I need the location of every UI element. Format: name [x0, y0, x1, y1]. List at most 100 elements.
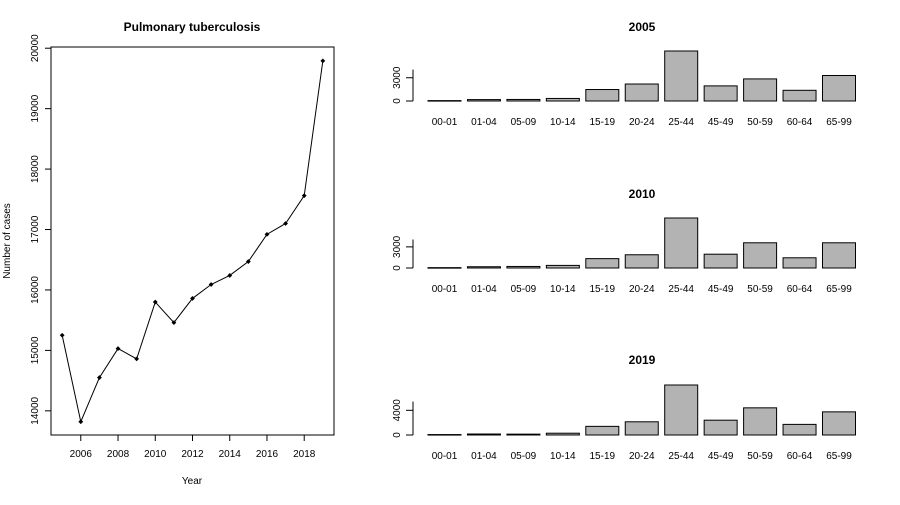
series-line [61, 60, 324, 424]
line-chart-title: Pulmonary tuberculosis [124, 20, 261, 34]
category-label: 60-64 [787, 451, 813, 462]
y-tick-label: 3000 [392, 235, 403, 258]
bar [624, 421, 659, 436]
y-tick-label: 14000 [30, 396, 41, 424]
category-label: 20-24 [629, 451, 655, 462]
bar [664, 217, 699, 269]
bar [545, 264, 580, 269]
plot-frame [50, 46, 335, 436]
bars: 00-01 01-04 05-09 10-14 15-19 20-24 25-44 45-49… [392, 217, 856, 295]
x-axis-ticks: 2006 2008 2010 2012 2014 2016 2018 [70, 435, 316, 460]
bar [585, 258, 620, 269]
bar [624, 83, 659, 102]
bar [664, 384, 699, 436]
line-series [59, 58, 326, 425]
bar [466, 266, 501, 269]
data-point [78, 419, 84, 425]
data-point [97, 375, 102, 380]
data-point [227, 273, 233, 278]
category-label: 01-04 [471, 117, 497, 128]
y-tick-label: 16000 [30, 276, 41, 304]
bar [703, 253, 738, 269]
bar [822, 74, 856, 102]
x-tick-label: 2006 [70, 449, 93, 460]
category-label: 05-09 [511, 451, 537, 462]
x-tick-label: 2018 [293, 449, 316, 460]
data-point [245, 259, 251, 264]
data-point [208, 282, 214, 287]
bar-chart-2019: 2019 00-01 01-04 05-09 10-14 15-19 20-24 25-44… [392, 353, 856, 462]
x-tick-label: 2014 [219, 449, 242, 460]
bar [506, 265, 541, 269]
bar [822, 242, 856, 269]
category-label: 60-64 [787, 117, 813, 128]
bar [427, 267, 462, 269]
bar [427, 434, 462, 436]
category-label: 01-04 [471, 451, 497, 462]
data-point [171, 320, 177, 325]
category-label: 25-44 [668, 451, 694, 462]
bar [822, 411, 856, 436]
category-label: 01-04 [471, 284, 497, 295]
bar [466, 433, 501, 436]
category-label: 25-44 [668, 117, 694, 128]
y-tick-label: 0 [392, 432, 403, 438]
data-point [152, 299, 158, 305]
bar [624, 254, 659, 269]
bars: 00-01 01-04 05-09 10-14 15-19 20-24 25-44 45-49… [392, 50, 856, 128]
data-point [59, 332, 65, 338]
bar-chart-title: 2010 [629, 187, 656, 201]
data-point [190, 296, 195, 301]
bar [782, 257, 817, 269]
category-label: 20-24 [629, 284, 655, 295]
data-point [134, 356, 140, 362]
category-label: 65-99 [826, 117, 852, 128]
category-label: 15-19 [590, 451, 616, 462]
x-tick-label: 2012 [181, 449, 204, 460]
data-point [283, 221, 288, 226]
category-label: 10-14 [550, 451, 576, 462]
category-label: 10-14 [550, 117, 576, 128]
y-tick-label: 20000 [30, 34, 41, 62]
category-label: 15-19 [590, 284, 616, 295]
category-label: 00-01 [432, 117, 458, 128]
category-label: 00-01 [432, 451, 458, 462]
data-point [301, 193, 307, 199]
bar [585, 425, 620, 436]
bar [545, 432, 580, 436]
bar-chart-2005: 2005 00-01 01-04 05-09 10-14 15-19 20-24 25-44… [392, 20, 856, 128]
y-tick-label: 0 [392, 265, 403, 271]
y-tick-label: 4000 [392, 399, 403, 422]
data-point [115, 346, 121, 351]
y-axis-label: Number of cases [2, 203, 13, 279]
x-tick-label: 2010 [144, 449, 167, 460]
bar [427, 100, 462, 102]
category-label: 50-59 [747, 117, 773, 128]
category-label: 10-14 [550, 284, 576, 295]
category-label: 50-59 [747, 451, 773, 462]
bar [664, 50, 699, 102]
category-label: 05-09 [511, 284, 537, 295]
category-label: 45-49 [708, 284, 734, 295]
bar [703, 419, 738, 436]
category-label: 15-19 [590, 117, 616, 128]
y-tick-label: 18000 [30, 155, 41, 183]
bar [782, 89, 817, 102]
data-point [264, 231, 270, 237]
bar-chart-title: 2005 [629, 20, 656, 34]
x-tick-label: 2016 [256, 449, 279, 460]
category-label: 45-49 [708, 451, 734, 462]
bar [506, 98, 541, 102]
data-point [320, 58, 326, 64]
y-axis-ticks: 14000 15000 16000 17000 18000 19000 20000 [30, 34, 51, 425]
line-chart: Pulmonary tuberculosis Year Number of ca… [2, 20, 335, 487]
bar [743, 407, 778, 436]
x-tick-label: 2008 [107, 449, 130, 460]
category-label: 60-64 [787, 284, 813, 295]
category-label: 45-49 [708, 117, 734, 128]
x-axis-label: Year [182, 476, 203, 487]
category-label: 65-99 [826, 284, 852, 295]
bar-chart-title: 2019 [629, 353, 656, 367]
bar [466, 99, 501, 102]
